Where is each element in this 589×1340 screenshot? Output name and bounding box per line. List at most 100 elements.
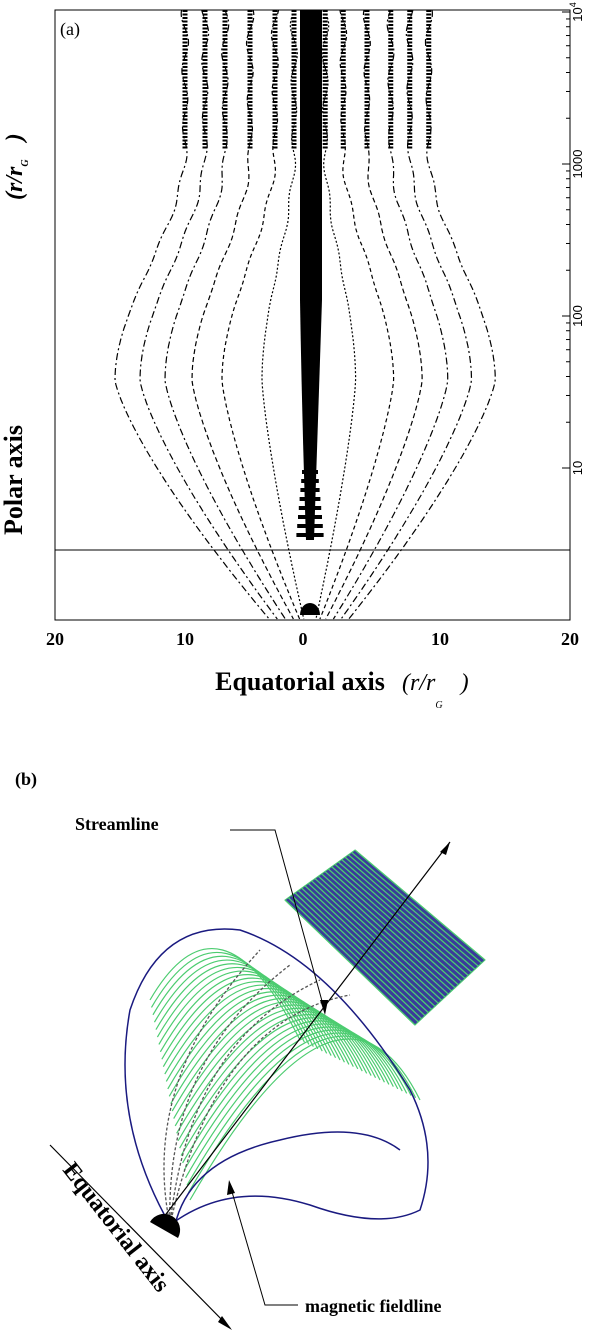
jet-hatch — [354, 849, 486, 961]
jet-hatch — [324, 870, 456, 989]
x-tick-label: 20 — [46, 629, 64, 649]
core-step — [301, 479, 319, 483]
green-fieldline — [183, 1026, 403, 1171]
core-step — [300, 488, 320, 492]
streamline — [114, 9, 270, 620]
jet-hatch — [301, 887, 433, 1010]
green-fieldline — [155, 963, 319, 1050]
panel-b: (b) Streamline magnetic fieldline Equato… — [15, 769, 486, 1330]
core-step — [297, 524, 323, 528]
green-fieldline — [171, 1001, 368, 1112]
leader-field-head — [227, 1180, 235, 1195]
x-unit-sub: G — [435, 700, 442, 711]
jet-hatch — [331, 866, 463, 983]
streamline — [340, 9, 473, 620]
panel-a: (a) Polar axis (r/rG) Equatorial axis (r… — [0, 2, 585, 711]
x-tick-label: 20 — [561, 629, 579, 649]
streamline-b — [169, 979, 321, 1226]
green-fieldline — [174, 1007, 377, 1127]
y-unit: (r/rG) — [2, 133, 31, 200]
green-fieldline — [167, 991, 354, 1090]
green-fieldline — [177, 1013, 385, 1142]
streamline-b — [169, 994, 351, 1226]
y-tick-base: 100 — [570, 305, 585, 327]
green-fieldline — [159, 974, 332, 1056]
core-step — [298, 506, 322, 510]
y-unit-a: (r/r — [2, 166, 28, 200]
eq-arrow — [218, 1316, 232, 1330]
green-fieldline — [152, 955, 310, 1045]
core-step — [302, 470, 318, 474]
y-label: Polar axis (r/rG) — [0, 133, 31, 535]
pole-arrow — [440, 842, 450, 855]
bulb-outer — [124, 928, 429, 1227]
green-fieldline — [179, 1017, 390, 1149]
x-label: Equatorial axis — [215, 667, 385, 696]
y-label-text: Polar axis — [0, 425, 28, 535]
core-step — [296, 533, 324, 537]
x-tick-label: 10 — [176, 629, 194, 649]
green-fieldline — [165, 988, 350, 1082]
streamline — [221, 9, 301, 620]
streamline — [164, 9, 286, 620]
y-tick-label: 104 — [568, 2, 585, 21]
pole-axis — [159, 841, 451, 1223]
jet-hatch — [351, 851, 483, 964]
black-hole — [150, 1213, 181, 1238]
x-tick-label: 10 — [431, 629, 449, 649]
x-unit: (r/r G) — [402, 670, 469, 711]
bulb-inner — [174, 1131, 401, 1226]
green-fieldline — [186, 1032, 412, 1186]
jet-hatch — [297, 890, 429, 1014]
green-fieldline — [173, 1004, 372, 1119]
green-fieldline — [164, 984, 345, 1075]
green-fieldline — [182, 1023, 399, 1164]
y-tick-base: 10 — [570, 461, 585, 475]
green-fieldline — [189, 1038, 421, 1201]
green-fieldline — [176, 1010, 381, 1134]
y-tick-base: 10 — [570, 7, 585, 21]
jet-hatch — [314, 878, 446, 998]
y-tick-base: 1000 — [570, 150, 585, 179]
green-fieldline — [158, 970, 328, 1054]
jet-hatch — [291, 894, 423, 1020]
green-fieldline — [187, 1035, 417, 1193]
x-unit-c: ) — [459, 670, 469, 696]
eq-axis — [49, 1144, 231, 1329]
streamline — [348, 9, 496, 620]
streamline-label: Streamline — [75, 814, 159, 834]
jet-hatch — [321, 873, 453, 992]
jet-hatch — [317, 875, 449, 995]
axis-label: Equatorial axis — [57, 1158, 174, 1297]
green-fieldline — [149, 948, 301, 1041]
jet-hatch — [284, 899, 416, 1026]
streamline — [139, 9, 278, 620]
streamline — [319, 9, 395, 620]
green-fieldline — [170, 998, 363, 1105]
y-tick-label: 1000 — [570, 150, 585, 179]
jet-hatch — [334, 863, 466, 980]
x-tick-label: 0 — [299, 629, 308, 649]
y-unit-c: ) — [2, 133, 28, 143]
leader-stream-head — [320, 1000, 328, 1015]
panel-label: (b) — [15, 769, 37, 790]
green-fieldline — [161, 977, 337, 1060]
jet-hatch — [294, 892, 426, 1017]
jet-hatch — [341, 859, 473, 973]
green-fieldline — [180, 1020, 394, 1156]
jet-hatch — [311, 880, 443, 1001]
streamline — [332, 9, 449, 620]
jet-hatch — [347, 854, 479, 967]
core-step — [299, 497, 321, 501]
streamline-b — [163, 949, 261, 1226]
streamline-b — [169, 964, 291, 1226]
streamline — [261, 9, 305, 620]
jet-hatch — [344, 856, 476, 970]
y-unit-sub: G — [20, 159, 31, 167]
jet-hatch — [287, 897, 419, 1023]
panel-label: (a) — [60, 19, 80, 40]
green-fieldline — [153, 959, 314, 1047]
y-tick-exp: 4 — [568, 2, 578, 7]
core-step — [298, 515, 322, 519]
